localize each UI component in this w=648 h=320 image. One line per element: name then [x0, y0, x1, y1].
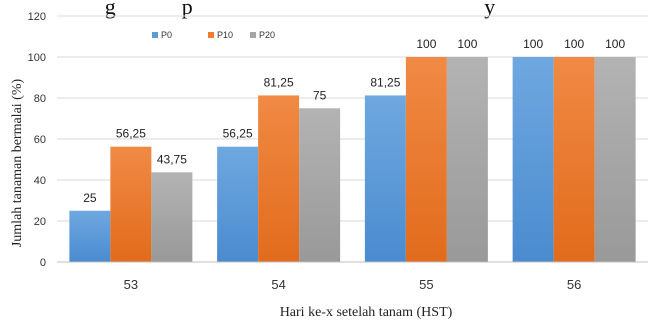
data-label-p20-53: 43,75	[157, 152, 187, 166]
bar-p20-55	[446, 57, 488, 262]
y-tick-label: 40	[34, 175, 46, 187]
legend-swatch-p10	[208, 32, 214, 38]
bar-p10-54	[258, 95, 300, 262]
y-tick-label: 60	[34, 134, 46, 146]
x-category-label: 53	[124, 277, 138, 292]
y-tick-label: 80	[34, 93, 46, 105]
data-label-p0-56: 100	[523, 37, 543, 51]
legend-label-p0: P0	[161, 30, 172, 40]
data-label-p10-56: 100	[564, 37, 584, 51]
x-category-label: 56	[567, 277, 581, 292]
y-tick-label: 120	[28, 11, 46, 23]
data-label-p0-55: 81,25	[370, 75, 400, 89]
data-label-p10-54: 81,25	[264, 75, 294, 89]
y-axis-ticks: 0 20 40 60 80 100 120	[28, 11, 46, 269]
bar-p20-54	[299, 108, 341, 262]
data-label-p20-54: 75	[313, 88, 327, 102]
chart-title-fragment: g p y	[105, 0, 496, 19]
data-label-p20-55: 100	[457, 37, 477, 51]
x-axis-title: Hari ke-x setelah tanam (HST)	[280, 305, 453, 320]
y-tick-label: 20	[34, 216, 46, 228]
bar-p0-56	[512, 57, 554, 262]
bar-p10-56	[553, 57, 595, 262]
y-tick-label: 0	[40, 257, 46, 269]
x-category-label: 54	[271, 277, 285, 292]
y-axis-title: Jumlah tanaman bermalai (%)	[10, 79, 25, 248]
legend-label-p10: P10	[217, 30, 233, 40]
data-label-p0-53: 25	[83, 191, 97, 205]
x-axis-categories: 53 54 55 56	[124, 277, 582, 292]
bar-p0-54	[217, 146, 259, 262]
data-label-p10-53: 56,25	[116, 127, 146, 141]
legend-swatch-p20	[250, 32, 256, 38]
data-label-p20-56: 100	[605, 37, 625, 51]
bar-p0-55	[364, 95, 406, 262]
data-label-p10-55: 100	[416, 37, 436, 51]
bar-p10-53	[110, 146, 152, 262]
legend: P0 P10 P20	[152, 30, 275, 40]
bar-p20-56	[594, 57, 636, 262]
bar-p10-55	[405, 57, 447, 262]
x-category-label: 55	[419, 277, 433, 292]
bar-p0-53	[69, 210, 111, 262]
bar-p20-53	[151, 172, 193, 262]
legend-swatch-p0	[152, 32, 158, 38]
data-label-p0-54: 56,25	[223, 127, 253, 141]
data-labels: 25 56,25 43,75 56,25 81,25 75 81,25 100 100 100 10…	[83, 37, 625, 205]
legend-label-p20: P20	[259, 30, 275, 40]
y-tick-label: 100	[28, 52, 46, 64]
bars	[69, 57, 636, 262]
